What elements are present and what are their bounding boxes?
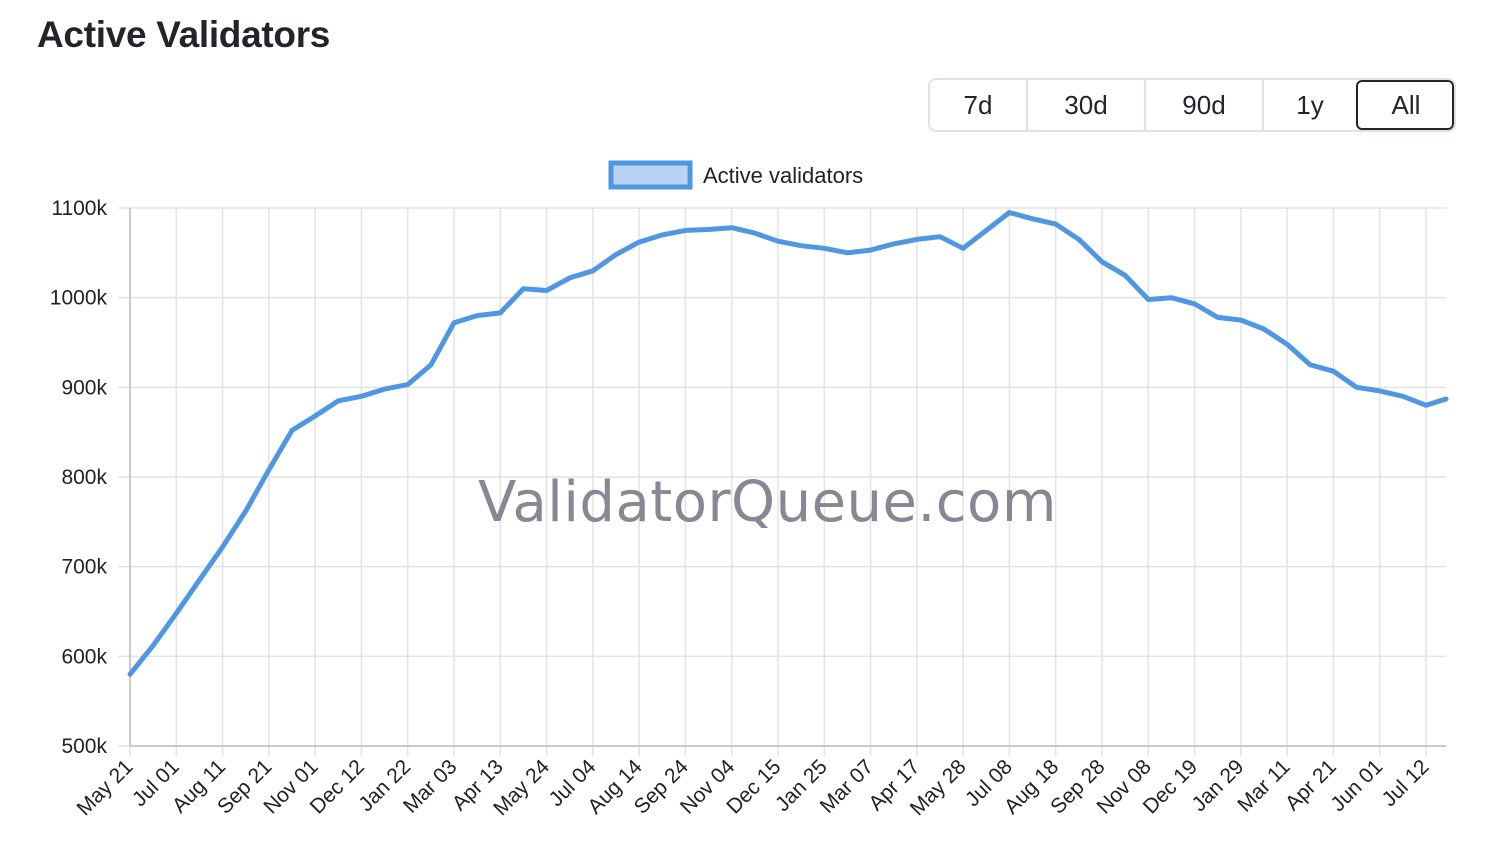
x-tick-label: Mar 03	[399, 755, 461, 817]
y-tick-label: 800k	[61, 466, 107, 489]
range-1y-button[interactable]: 1y	[1262, 80, 1356, 130]
x-tick-label: Mar 07	[816, 755, 878, 817]
time-range-selector: 7d 30d 90d 1y All	[928, 78, 1456, 132]
y-tick-label: 1000k	[50, 287, 108, 310]
y-tick-label: 900k	[61, 376, 107, 399]
x-tick-label: Mar 11	[1233, 755, 1294, 816]
active-validators-chart: Active validators 500k 600k 700k 800k 900k 10…	[50, 160, 1449, 820]
y-tick-label: 600k	[61, 645, 107, 668]
watermark: ValidatorQueue.com	[478, 470, 1057, 535]
range-7d-button[interactable]: 7d	[930, 80, 1026, 130]
chart-legend[interactable]: Active validators	[608, 160, 863, 190]
page-title: Active Validators	[37, 14, 331, 55]
range-30d-button[interactable]: 30d	[1026, 80, 1144, 130]
y-tick-label: 500k	[61, 735, 107, 758]
x-tick-label: Jun 01	[1326, 755, 1387, 816]
legend-label: Active validators	[703, 163, 863, 188]
y-tick-label: 700k	[61, 556, 107, 579]
x-tick-label: Jul 12	[1378, 755, 1434, 811]
y-tick-label: 1100k	[51, 197, 107, 220]
series-line-active-validators	[127, 210, 1449, 677]
range-all-button[interactable]: All	[1356, 80, 1454, 130]
legend-swatch	[608, 160, 693, 190]
x-tick-label: May 21	[73, 755, 138, 820]
range-90d-button[interactable]: 90d	[1144, 80, 1262, 130]
